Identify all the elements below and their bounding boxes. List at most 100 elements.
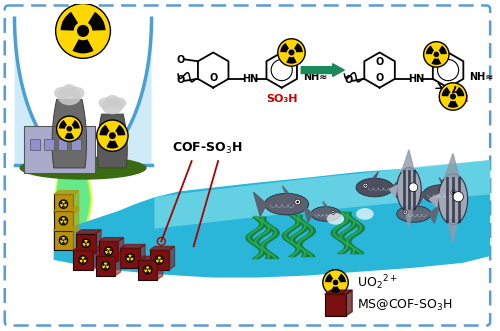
Text: O: O [376, 73, 384, 83]
Wedge shape [294, 43, 302, 52]
Wedge shape [156, 257, 158, 260]
Circle shape [77, 25, 89, 37]
Bar [120, 248, 140, 268]
Circle shape [108, 250, 110, 252]
Wedge shape [286, 57, 297, 64]
Text: O: O [176, 75, 184, 85]
Bar [150, 250, 169, 270]
Circle shape [102, 262, 110, 270]
Bar [138, 260, 158, 279]
Polygon shape [150, 247, 174, 250]
Wedge shape [84, 245, 87, 247]
Ellipse shape [106, 95, 119, 105]
Polygon shape [76, 230, 101, 233]
Ellipse shape [20, 156, 146, 180]
Polygon shape [118, 238, 124, 261]
Ellipse shape [311, 207, 340, 221]
Ellipse shape [112, 97, 126, 109]
Circle shape [62, 220, 64, 222]
Polygon shape [346, 290, 352, 316]
Polygon shape [73, 207, 78, 231]
Text: HN: HN [242, 74, 258, 84]
Ellipse shape [422, 185, 464, 204]
Wedge shape [100, 125, 110, 135]
Wedge shape [146, 271, 149, 273]
Wedge shape [115, 125, 125, 135]
Ellipse shape [396, 206, 431, 222]
Circle shape [56, 4, 110, 58]
Text: O: O [176, 55, 184, 65]
Polygon shape [73, 247, 98, 250]
Wedge shape [438, 46, 447, 54]
Polygon shape [304, 206, 312, 222]
Circle shape [62, 203, 64, 205]
Circle shape [56, 116, 82, 142]
Circle shape [60, 200, 68, 208]
Text: O: O [376, 57, 384, 67]
Wedge shape [60, 12, 78, 30]
Circle shape [332, 212, 334, 213]
Polygon shape [98, 238, 124, 241]
Ellipse shape [356, 178, 394, 197]
Polygon shape [120, 245, 145, 248]
Bar [54, 194, 73, 214]
Wedge shape [82, 261, 84, 263]
Ellipse shape [68, 87, 84, 99]
Wedge shape [126, 255, 130, 258]
Wedge shape [105, 248, 108, 251]
Bar [44, 139, 54, 150]
Bar [98, 241, 118, 261]
Wedge shape [338, 274, 346, 282]
Circle shape [158, 259, 160, 261]
Circle shape [409, 183, 418, 192]
Circle shape [453, 192, 464, 202]
Wedge shape [64, 201, 67, 204]
Ellipse shape [62, 84, 76, 95]
Polygon shape [14, 18, 151, 165]
Circle shape [451, 190, 456, 195]
Text: HN: HN [408, 74, 424, 84]
Polygon shape [52, 99, 86, 168]
Circle shape [104, 265, 106, 267]
Circle shape [332, 280, 338, 285]
Polygon shape [138, 256, 163, 260]
Circle shape [323, 270, 348, 295]
Wedge shape [72, 120, 80, 129]
Circle shape [82, 239, 90, 247]
Text: O: O [209, 73, 218, 83]
Wedge shape [80, 257, 82, 260]
Circle shape [404, 211, 406, 213]
Wedge shape [432, 58, 441, 65]
Polygon shape [430, 194, 439, 207]
Circle shape [129, 257, 131, 259]
Wedge shape [62, 222, 65, 224]
Wedge shape [160, 257, 162, 260]
Ellipse shape [98, 97, 114, 109]
Wedge shape [330, 286, 340, 293]
Polygon shape [439, 178, 445, 187]
Circle shape [66, 126, 72, 132]
Wedge shape [62, 206, 65, 208]
Circle shape [450, 93, 456, 100]
Circle shape [364, 185, 366, 187]
Bar [54, 211, 73, 231]
Polygon shape [54, 227, 78, 231]
Circle shape [331, 211, 335, 214]
Circle shape [424, 42, 449, 67]
Wedge shape [106, 140, 118, 149]
Circle shape [62, 239, 64, 241]
FancyArrow shape [302, 64, 344, 76]
Polygon shape [96, 252, 120, 256]
Circle shape [440, 83, 466, 110]
Polygon shape [54, 172, 91, 240]
Wedge shape [107, 252, 110, 255]
Wedge shape [456, 87, 464, 96]
Polygon shape [96, 230, 101, 253]
Bar [24, 126, 95, 173]
Polygon shape [282, 186, 289, 196]
Polygon shape [390, 185, 397, 196]
Wedge shape [109, 248, 112, 251]
Bar [24, 126, 95, 173]
FancyBboxPatch shape [4, 6, 490, 325]
Circle shape [146, 269, 148, 271]
